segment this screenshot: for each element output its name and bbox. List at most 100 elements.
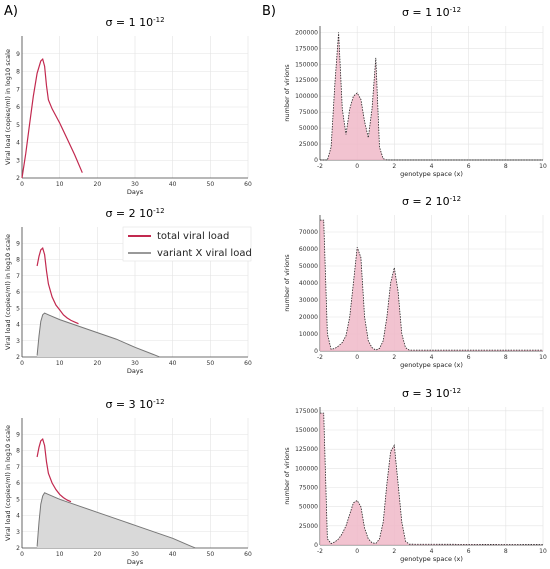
x-tick-label: 50 bbox=[207, 181, 215, 188]
y-tick-label: 175000 bbox=[295, 408, 318, 415]
y-tick-label: 75000 bbox=[299, 485, 318, 492]
x-tick-label: 50 bbox=[207, 551, 215, 558]
y-tick-label: 2 bbox=[16, 354, 20, 361]
y-tick-label: 0 bbox=[314, 348, 318, 355]
chart-title-exponent: -12 bbox=[153, 16, 164, 24]
chart-title-exponent: -12 bbox=[153, 398, 164, 406]
x-tick-label: 8 bbox=[504, 354, 508, 361]
y-tick-label: 5 bbox=[16, 496, 20, 503]
y-tick-label: 70000 bbox=[299, 229, 318, 236]
variant-area bbox=[37, 492, 196, 548]
total-line bbox=[36, 247, 79, 325]
x-tick-label: 8 bbox=[504, 548, 508, 555]
y-tick-label: 200000 bbox=[295, 29, 318, 36]
x-tick-label: 40 bbox=[169, 181, 177, 188]
x-tick-label: 2 bbox=[392, 354, 396, 361]
y-tick-label: 9 bbox=[16, 51, 20, 58]
x-tick-label: 60 bbox=[244, 360, 252, 367]
y-tick-label: 100000 bbox=[295, 465, 318, 472]
y-tick-label: 8 bbox=[16, 257, 20, 264]
y-tick-label: 40000 bbox=[299, 280, 318, 287]
chart-title: σ = 1 10-12 bbox=[105, 16, 164, 29]
x-tick-label: 0 bbox=[355, 163, 359, 170]
x-tick-label: 30 bbox=[131, 181, 139, 188]
x-tick-label: 10 bbox=[56, 360, 64, 367]
y-tick-label: 125000 bbox=[295, 77, 318, 84]
chart-a-1: 0 10 20 30 40 50 60 2 3 4 5 6 7 8 9 σ = 1 10-12 Days Vira… bbox=[4, 16, 252, 196]
x-tick-label: 4 bbox=[430, 354, 434, 361]
y-tick-label: 25000 bbox=[299, 141, 318, 148]
x-tick-label: 2 bbox=[392, 163, 396, 170]
x-tick-label: 30 bbox=[131, 360, 139, 367]
x-tick-label: 0 bbox=[355, 548, 359, 555]
chart-title: σ = 3 10-12 bbox=[105, 398, 164, 411]
x-tick-label: 0 bbox=[20, 360, 24, 367]
y-tick-label: 8 bbox=[16, 69, 20, 76]
legend: total viral load variant X viral load bbox=[122, 226, 252, 262]
x-tick-label: 10 bbox=[539, 548, 547, 555]
histogram-line bbox=[320, 412, 544, 545]
variant-area bbox=[37, 313, 160, 357]
y-tick-label: 20000 bbox=[299, 314, 318, 321]
y-tick-label: 6 bbox=[16, 289, 20, 296]
y-tick-label: 150000 bbox=[295, 427, 318, 434]
histogram-line bbox=[320, 219, 543, 351]
x-axis-label: Days bbox=[127, 188, 144, 196]
y-axis-label: number of virions bbox=[283, 254, 291, 312]
x-tick-label: -2 bbox=[317, 163, 323, 170]
chart-title-exponent: -12 bbox=[450, 195, 461, 203]
x-axis-label: Days bbox=[127, 558, 144, 566]
y-tick-label: 175000 bbox=[295, 45, 318, 52]
y-tick-label: 0 bbox=[314, 542, 318, 549]
y-tick-label: 9 bbox=[16, 240, 20, 247]
total-line bbox=[36, 438, 72, 503]
y-tick-label: 150000 bbox=[295, 61, 318, 68]
variant-line bbox=[36, 492, 196, 549]
x-tick-label: 30 bbox=[131, 551, 139, 558]
chart-b-2: -2 0 2 4 6 8 100100002000030000400005000060000… bbox=[283, 195, 547, 369]
x-tick-label: 0 bbox=[20, 181, 24, 188]
x-axis-label: genotype space (x) bbox=[400, 555, 463, 563]
legend-label-total: total viral load bbox=[157, 231, 229, 242]
x-tick-label: 4 bbox=[430, 163, 434, 170]
chart-b-3: -2 0 2 4 6 8 100250005000075000100000125000150… bbox=[283, 387, 547, 563]
x-tick-label: 10 bbox=[539, 354, 547, 361]
y-tick-label: 4 bbox=[16, 513, 20, 520]
y-tick-label: 50000 bbox=[299, 504, 318, 511]
y-tick-label: 7 bbox=[16, 273, 20, 280]
y-tick-label: 125000 bbox=[295, 446, 318, 453]
x-tick-label: 40 bbox=[169, 360, 177, 367]
y-tick-label: 100000 bbox=[295, 93, 318, 100]
y-tick-label: 60000 bbox=[299, 246, 318, 253]
x-tick-label: 10 bbox=[56, 181, 64, 188]
chart-title: σ = 1 10-12 bbox=[402, 6, 461, 19]
y-tick-label: 30000 bbox=[299, 297, 318, 304]
x-tick-label: 6 bbox=[467, 163, 471, 170]
x-tick-label: -2 bbox=[317, 548, 323, 555]
y-tick-label: 4 bbox=[16, 322, 20, 329]
variant-line bbox=[36, 312, 160, 358]
total-line bbox=[21, 57, 83, 179]
y-tick-label: 2 bbox=[16, 545, 20, 552]
y-tick-label: 5 bbox=[16, 305, 20, 312]
x-tick-label: -2 bbox=[317, 354, 323, 361]
panel-label-a: A) bbox=[4, 4, 18, 19]
chart-title-exponent: -12 bbox=[450, 6, 461, 14]
y-tick-label: 75000 bbox=[299, 109, 318, 116]
x-tick-label: 10 bbox=[539, 163, 547, 170]
x-tick-label: 20 bbox=[94, 551, 102, 558]
chart-title: σ = 2 10-12 bbox=[105, 207, 164, 220]
x-tick-label: 60 bbox=[244, 181, 252, 188]
x-tick-label: 60 bbox=[244, 551, 252, 558]
x-tick-label: 2 bbox=[392, 548, 396, 555]
y-tick-label: 3 bbox=[16, 157, 20, 164]
legend-box bbox=[122, 226, 252, 262]
y-tick-label: 50000 bbox=[299, 263, 318, 270]
x-tick-label: 10 bbox=[56, 551, 64, 558]
x-axis-label: genotype space (x) bbox=[400, 170, 463, 178]
y-tick-label: 3 bbox=[16, 529, 20, 536]
y-tick-label: 6 bbox=[16, 480, 20, 487]
y-tick-label: 8 bbox=[16, 448, 20, 455]
